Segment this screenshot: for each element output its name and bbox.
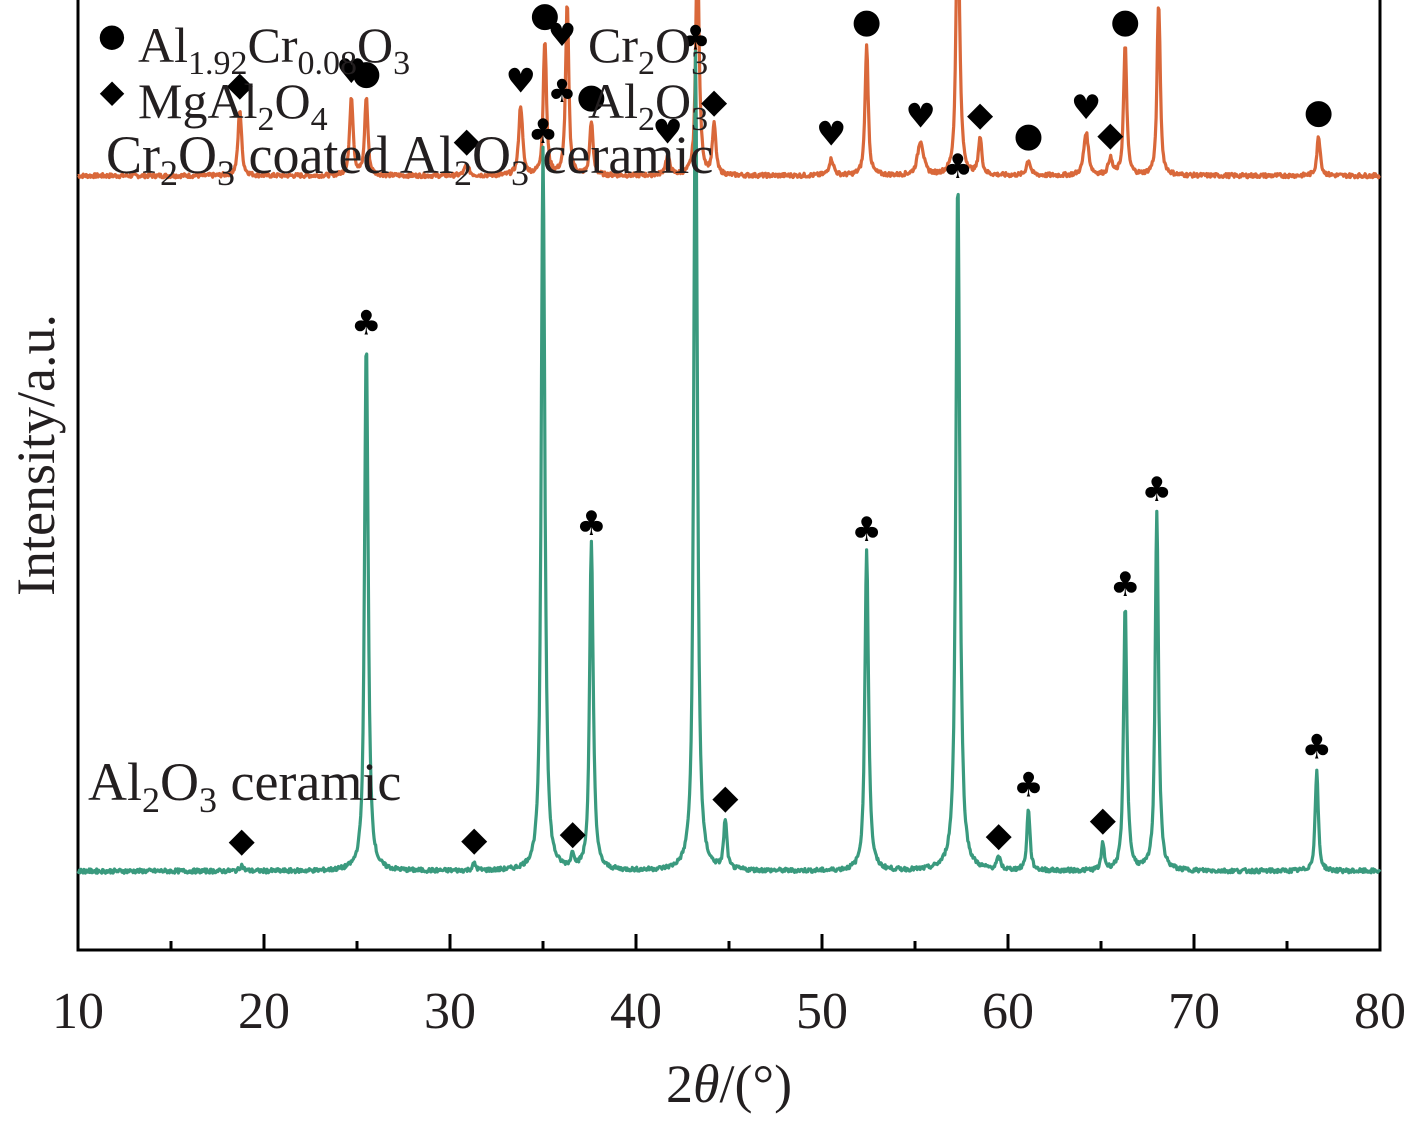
club-peak-marker: ♣ (680, 19, 710, 59)
ceramic-pattern-line (76, 49, 1382, 875)
heart-peak-marker: ♥ (816, 115, 846, 155)
x-tick-label: 70 (1168, 983, 1220, 1040)
legend-label: Al1.92Cr0.08O3 (138, 17, 410, 82)
coated-pattern-line (77, 0, 1381, 180)
diamond-peak-marker: ◆ (229, 820, 256, 860)
x-tick-label: 60 (982, 983, 1034, 1040)
circle-peak-marker: ● (852, 2, 882, 42)
plot-area: ◆♥●◆♥●◆●♥●◆♥●♥●◆●♥◆●●●◆♣◆♣◆♣♣◆♣♣◆♣◆♣♣♣ ●… (76, 0, 1382, 952)
heart-peak-marker: ♥ (336, 52, 366, 92)
diamond-peak-marker: ◆ (1097, 115, 1124, 155)
y-axis-title: Intensity/a.u. (6, 314, 66, 596)
club-peak-marker: ♣ (943, 147, 973, 187)
diamond-legend-icon: ◆ (100, 72, 125, 110)
diamond-peak-marker: ◆ (227, 64, 254, 104)
club-peak-marker: ♣ (528, 112, 558, 152)
diamond-peak-marker: ◆ (712, 778, 739, 818)
legend: ● Al1.92Cr0.08O3♥ Cr2O3◆ MgAl2O4♣ Al2O3 (98, 16, 708, 138)
club-peak-marker: ♣ (851, 510, 881, 550)
diamond-peak-marker: ◆ (986, 815, 1013, 855)
circle-legend-icon: ● (98, 16, 126, 54)
x-axis: 10 20 30 40 50 60 70 80 2θ/(°) (52, 934, 1406, 1114)
heart-peak-marker: ♥ (652, 113, 682, 153)
peak-marker-layer: ◆♥●◆♥●◆●♥●◆♥●♥●◆●♥◆●●●◆♣◆♣◆♣♣◆♣♣◆♣◆♣♣♣ (227, 0, 1334, 860)
ceramic-series-label: Al2O3 ceramic (88, 752, 401, 820)
series-layer (76, 0, 1382, 875)
club-peak-marker: ♣ (1142, 470, 1172, 510)
x-tick-label: 50 (796, 983, 848, 1040)
x-tick-label: 30 (424, 983, 476, 1040)
diamond-peak-marker: ◆ (454, 120, 481, 160)
legend-label: Cr2O3 (588, 17, 708, 82)
circle-peak-marker: ● (530, 0, 560, 35)
heart-peak-marker: ♥ (905, 97, 935, 137)
club-peak-marker: ♣ (351, 304, 381, 344)
legend-label: MgAl2O4 (138, 73, 328, 138)
coated-series-label: Cr2O3 coated Al2O3 ceramic (106, 125, 713, 193)
circle-peak-marker: ● (1110, 2, 1140, 42)
x-tick-label: 40 (610, 983, 662, 1040)
club-peak-marker: ♣ (1302, 727, 1332, 767)
legend-label: Al2O3 (588, 73, 708, 138)
club-peak-marker: ♣ (576, 504, 606, 544)
diamond-peak-marker: ◆ (967, 95, 994, 135)
heart-legend-icon: ♥ (548, 16, 577, 54)
club-peak-marker: ♣ (1110, 565, 1140, 605)
heart-peak-marker: ♥ (1071, 88, 1101, 128)
diamond-peak-marker: ◆ (701, 81, 728, 121)
series-labels: Cr2O3 coated Al2O3 ceramic Al2O3 ceramic (88, 125, 713, 820)
diamond-peak-marker: ◆ (560, 813, 587, 853)
x-tick-label: 80 (1354, 983, 1406, 1040)
diamond-peak-marker: ◆ (1090, 800, 1117, 840)
club-legend-icon: ♣ (548, 72, 577, 110)
club-peak-marker: ♣ (1013, 765, 1043, 805)
x-axis-title: 2θ/(°) (666, 1054, 792, 1114)
heart-peak-marker: ♥ (505, 61, 535, 101)
circle-peak-marker: ● (1014, 116, 1044, 156)
diamond-peak-marker: ◆ (461, 820, 488, 860)
x-tick-label: 10 (52, 983, 104, 1040)
x-tick-label: 20 (238, 983, 290, 1040)
circle-peak-marker: ● (351, 53, 381, 93)
y-axis: Intensity/a.u. (6, 314, 66, 596)
circle-peak-marker: ● (1304, 92, 1334, 132)
circle-peak-marker: ● (577, 77, 607, 117)
